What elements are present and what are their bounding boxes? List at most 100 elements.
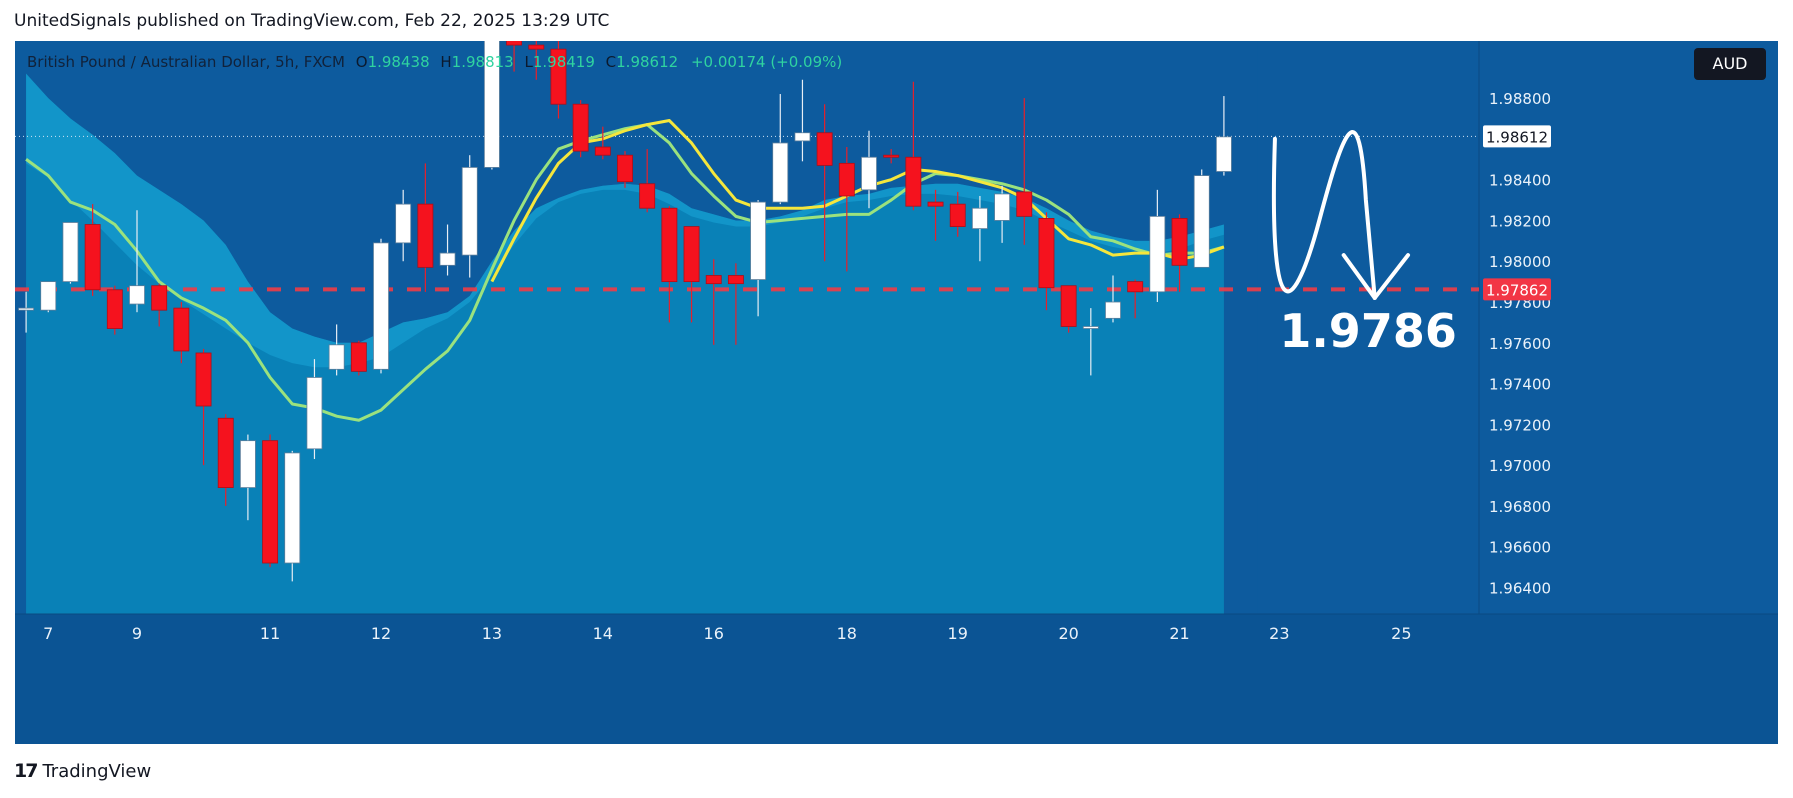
x-tick-label: 9 xyxy=(132,624,142,643)
candle-body xyxy=(173,307,190,352)
y-tick-label: 1.97600 xyxy=(1489,335,1551,353)
x-tick-label: 19 xyxy=(948,624,968,643)
candle-body xyxy=(151,285,168,311)
y-tick-label: 1.96400 xyxy=(1489,579,1551,597)
candle-body xyxy=(750,201,767,280)
candle-body xyxy=(683,226,700,283)
y-tick-label: 1.98000 xyxy=(1489,253,1551,271)
future-region xyxy=(1257,41,1479,614)
tradingview-footer[interactable]: 𝟭𝟳 TradingView xyxy=(14,760,151,782)
candle-body xyxy=(439,252,456,266)
x-tick-label: 25 xyxy=(1391,624,1411,643)
candle-body xyxy=(1215,136,1232,172)
candle-body xyxy=(328,344,345,370)
close-label: C xyxy=(605,53,617,71)
target-price-badge-bg xyxy=(1483,278,1551,301)
candle-body xyxy=(727,275,744,285)
candle-body xyxy=(1060,285,1077,327)
chart-panel[interactable]: 1.97861.988001.986001.984001.982001.9800… xyxy=(15,41,1778,744)
candle-body xyxy=(949,203,966,227)
y-tick-label: 1.96600 xyxy=(1489,539,1551,557)
open-label: O xyxy=(355,53,368,71)
tradingview-brand: TradingView xyxy=(42,760,152,782)
candle-body xyxy=(1193,175,1210,268)
candle-body xyxy=(417,203,434,268)
candle-body xyxy=(506,41,523,46)
candle-body xyxy=(617,154,633,183)
candle-body xyxy=(195,352,212,407)
target-annotation: 1.9786 xyxy=(1279,304,1457,358)
candle-body xyxy=(1082,326,1099,329)
candle-body xyxy=(705,275,722,285)
candle-body xyxy=(306,377,323,450)
candle-body xyxy=(994,193,1011,221)
candle-body xyxy=(905,156,922,207)
candle-body xyxy=(927,201,944,207)
target-price-badge: 1.97862 xyxy=(1486,281,1548,299)
last-price-badge-bg xyxy=(1483,125,1551,148)
candle-body xyxy=(483,41,500,168)
x-tick-label: 7 xyxy=(43,624,53,643)
candle-body xyxy=(572,103,589,152)
candle-body xyxy=(106,289,123,329)
candle-body xyxy=(217,417,234,488)
x-tick-label: 11 xyxy=(260,624,280,643)
x-tick-label: 16 xyxy=(704,624,724,643)
x-tick-label: 13 xyxy=(482,624,502,643)
candle-body xyxy=(1105,301,1121,319)
candle-body xyxy=(1149,215,1166,293)
candle-body xyxy=(639,183,656,209)
x-tick-label: 12 xyxy=(371,624,391,643)
candle-body xyxy=(1171,218,1188,266)
low-value: 1.98419 xyxy=(532,53,595,71)
low-label: L xyxy=(524,53,533,71)
projection-arrowhead xyxy=(1341,253,1411,300)
y-tick-label: 1.97000 xyxy=(1489,457,1551,475)
candle-body xyxy=(1016,191,1033,217)
candle-body xyxy=(883,154,900,158)
change-value: +0.00174 (+0.09%) xyxy=(690,53,843,71)
candle-body xyxy=(40,281,57,311)
symbol-header: British Pound / Australian Dollar, 5h, F… xyxy=(27,53,842,71)
candle-body xyxy=(1127,281,1144,293)
candle-body xyxy=(284,452,301,564)
candle-body xyxy=(239,440,256,488)
open-value: 1.98438 xyxy=(367,53,430,71)
candle-body xyxy=(772,142,789,203)
ma-yellow-line xyxy=(490,119,1225,283)
candle-body xyxy=(838,162,855,197)
x-tick-label: 20 xyxy=(1058,624,1078,643)
time-axis-band xyxy=(15,614,1778,744)
y-tick-label: 1.98400 xyxy=(1489,172,1551,190)
candle-body xyxy=(62,222,79,283)
candle-body xyxy=(395,203,412,244)
y-tick-label: 1.97400 xyxy=(1489,376,1551,394)
close-value: 1.98612 xyxy=(616,53,679,71)
high-label: H xyxy=(440,53,452,71)
symbol-title: British Pound / Australian Dollar, 5h, F… xyxy=(27,53,345,71)
candle-body xyxy=(528,44,545,50)
x-tick-label: 18 xyxy=(837,624,857,643)
candle-body xyxy=(594,146,611,156)
currency-button[interactable]: AUD xyxy=(1694,48,1766,80)
x-tick-label: 21 xyxy=(1169,624,1189,643)
candle-body xyxy=(861,156,877,191)
candlestick-chart[interactable]: 1.97861.988001.986001.984001.982001.9800… xyxy=(15,41,1778,744)
candle-body xyxy=(1038,218,1055,289)
y-tick-label: 1.98200 xyxy=(1489,212,1551,230)
y-tick-label: 1.97200 xyxy=(1489,416,1551,434)
candle-body xyxy=(661,207,678,283)
candle-body xyxy=(18,307,35,311)
publisher-line: UnitedSignals published on TradingView.c… xyxy=(14,11,610,31)
candle-body xyxy=(794,132,811,142)
y-tick-label: 1.98800 xyxy=(1489,90,1551,108)
y-tick-label: 1.96800 xyxy=(1489,498,1551,516)
candle-body xyxy=(373,242,389,370)
projection-arrow xyxy=(1271,130,1377,300)
candle-body xyxy=(971,207,988,230)
candle-body xyxy=(262,440,279,564)
high-value: 1.98813 xyxy=(451,53,514,71)
candle-body xyxy=(816,132,833,166)
candle-body xyxy=(461,167,478,256)
candle-body xyxy=(84,224,101,291)
